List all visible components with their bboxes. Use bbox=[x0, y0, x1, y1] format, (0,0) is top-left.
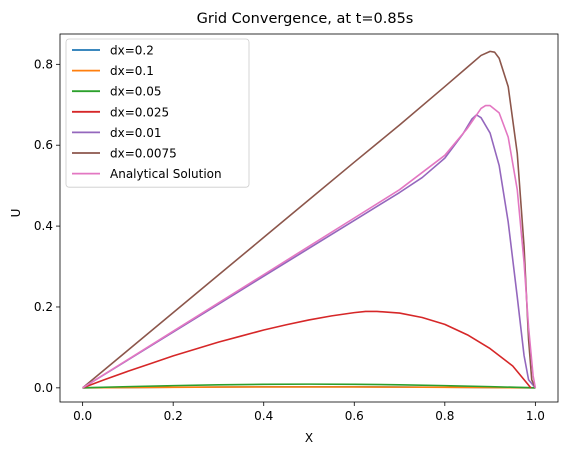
series-line-3 bbox=[82, 310, 532, 389]
x-tick-label: 0.2 bbox=[164, 409, 183, 423]
legend-label: dx=0.2 bbox=[110, 44, 154, 58]
y-tick-label: 0.0 bbox=[34, 381, 53, 395]
x-tick-label: 0.0 bbox=[73, 409, 92, 423]
y-tick-label: 0.4 bbox=[34, 219, 53, 233]
x-tick-label: 0.6 bbox=[345, 409, 364, 423]
plot-lines bbox=[82, 50, 537, 389]
legend: dx=0.2 dx=0.1 dx=0.05 dx=0.025 dx=0.01 dx=0.0… bbox=[65, 38, 250, 188]
y-axis-label: U bbox=[9, 209, 23, 218]
legend-label: dx=0.01 bbox=[110, 126, 162, 140]
x-tick-label: 0.8 bbox=[435, 409, 454, 423]
x-tick-label: 1.0 bbox=[526, 409, 545, 423]
legend-label: dx=0.1 bbox=[110, 64, 154, 78]
x-axis-label: X bbox=[305, 431, 313, 445]
y-tick-label: 0.6 bbox=[34, 138, 53, 152]
series-line-6 bbox=[82, 104, 537, 389]
series-line-2 bbox=[82, 383, 536, 389]
legend-label: dx=0.025 bbox=[110, 105, 169, 119]
x-tick-label: 0.4 bbox=[254, 409, 273, 423]
legend-label: Analytical Solution bbox=[110, 167, 222, 181]
y-tick-label: 0.8 bbox=[34, 57, 53, 71]
x-axis-ticks: 0.0 0.2 0.4 0.6 0.8 1.0 bbox=[73, 402, 545, 423]
y-tick-label: 0.2 bbox=[34, 300, 53, 314]
chart-title: Grid Convergence, at t=0.85s bbox=[197, 11, 414, 27]
legend-label: dx=0.05 bbox=[110, 85, 162, 99]
series-line-1 bbox=[82, 386, 536, 389]
plot-frame bbox=[59, 33, 559, 403]
series-line-5 bbox=[82, 50, 537, 389]
legend-label: dx=0.0075 bbox=[110, 147, 177, 161]
y-axis-ticks: 0.0 0.2 0.4 0.6 0.8 bbox=[34, 57, 60, 395]
legend-box bbox=[65, 38, 250, 188]
